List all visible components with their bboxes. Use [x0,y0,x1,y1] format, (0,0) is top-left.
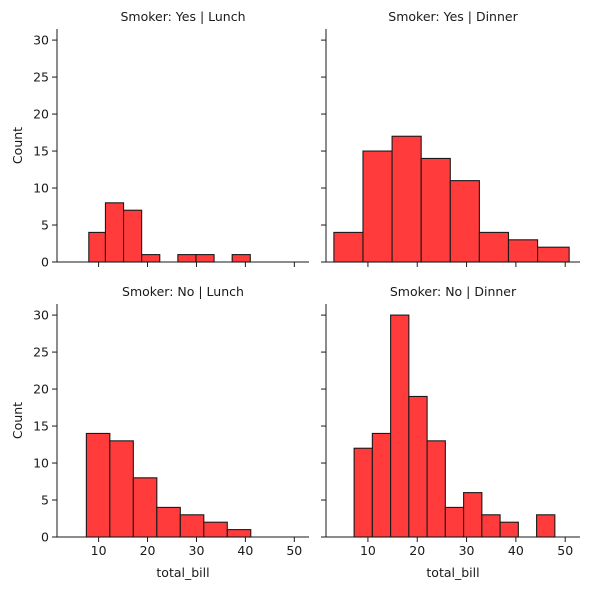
x-tick-label: 40 [237,543,253,558]
y-tick-label: 15 [33,419,49,434]
y-tick-label: 25 [33,345,49,360]
facet-panels: 0 5 10 15 20 25 30 Smoker: Yes | Lunch Count Smok… [10,9,580,580]
histogram-bar [499,521,519,538]
histogram-bar [481,514,501,538]
histogram-bar [353,447,373,538]
histogram-bar [195,254,215,263]
histogram-bar [231,254,251,263]
x-tick-label: 40 [508,543,524,558]
histogram-bar [362,150,393,263]
histogram-bar [444,506,465,538]
y-tick-label: 5 [41,493,49,508]
panel-title: Smoker: No | Dinner [390,284,517,299]
histogram-bar [426,440,446,538]
histogram-bar [391,135,422,263]
panel-3: 0 5 10 15 20 25 30 10 20 30 40 50 Smoker: No | Lunch… [10,284,309,580]
histogram-bar [177,254,197,263]
histogram-bar [408,395,428,538]
x-tick-label: 10 [91,543,107,558]
panel-2: Smoker: Yes | Dinner [321,9,580,267]
histogram-bar [203,521,228,538]
x-tick-label: 30 [189,543,205,558]
histogram-bar [507,239,539,263]
x-axis-label: total_bill [426,565,479,580]
histogram-bar [109,440,134,538]
histogram-bar [104,202,125,263]
histogram-bar [333,231,364,263]
histogram-bar [537,246,570,263]
histogram-bar [141,254,161,263]
panel-title: Smoker: No | Lunch [122,284,244,299]
y-axis-label: Count [10,127,25,164]
y-tick-label: 10 [33,456,49,471]
histogram-bar [449,180,480,263]
histogram-bar [226,529,252,538]
y-axis-label: Count [10,402,25,439]
histogram-bar [463,492,483,538]
histogram-bar [122,209,143,263]
y-tick-label: 20 [33,107,49,122]
y-tick-label: 0 [41,530,49,545]
histogram-bar [132,477,158,538]
x-tick-label: 10 [360,543,376,558]
y-tick-label: 30 [33,308,49,323]
y-tick-label: 0 [41,255,49,270]
x-tick-label: 20 [140,543,156,558]
panel-4: 10 20 30 40 50 Smoker: No | Dinner total_bill [321,284,580,580]
histogram-bar [478,231,510,263]
panel-title: Smoker: Yes | Dinner [388,9,518,24]
panel-1: 0 5 10 15 20 25 30 Smoker: Yes | Lunch Count [10,9,309,270]
y-tick-label: 30 [33,33,49,48]
x-axis-label: total_bill [156,565,209,580]
y-tick-label: 15 [33,144,49,159]
histogram-bar [420,157,451,263]
histogram-bar [371,432,392,538]
histogram-bar [85,432,111,538]
histogram-bar [536,514,556,538]
histogram-bar [179,514,205,538]
y-tick-label: 5 [41,218,49,233]
y-tick-label: 20 [33,382,49,397]
y-tick-label: 25 [33,70,49,85]
histogram-bar [88,231,106,263]
x-tick-label: 50 [286,543,302,558]
x-tick-label: 50 [557,543,573,558]
y-tick-label: 10 [33,181,49,196]
panel-title: Smoker: Yes | Lunch [120,9,245,24]
x-tick-label: 20 [409,543,425,558]
histogram-bar [390,314,410,538]
histogram-bar [156,506,181,538]
x-tick-label: 30 [459,543,475,558]
